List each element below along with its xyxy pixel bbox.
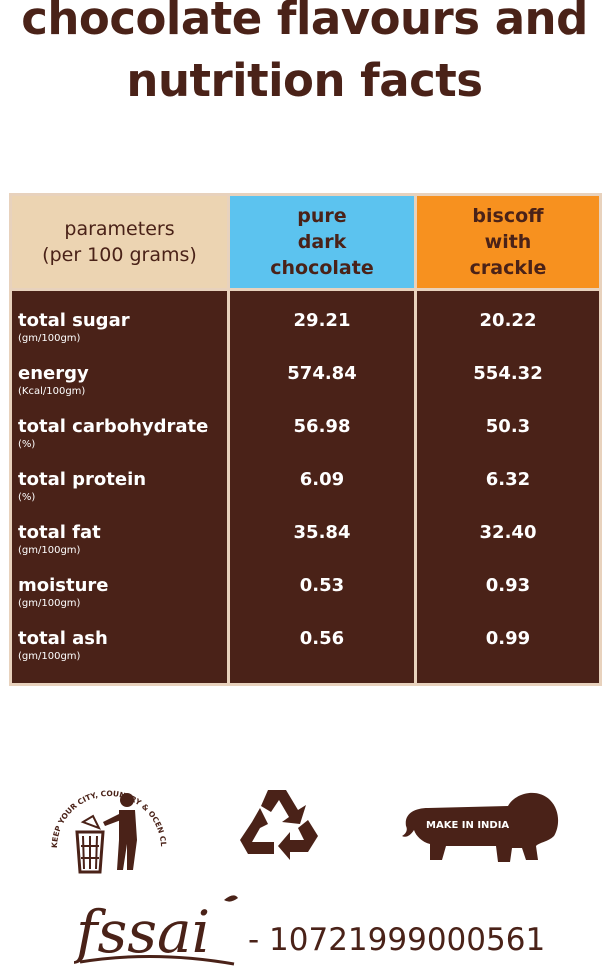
biscoff-value: 0.99	[485, 628, 531, 649]
table-row-value: 56.98	[230, 416, 414, 469]
biscoff-value: 20.22	[479, 310, 537, 331]
table-row-parameter: total ash (gm/100gm)	[12, 628, 227, 681]
svg-text:KEEP YOUR CITY, COUNTRY & OCEN: KEEP YOUR CITY, COUNTRY & OCEN CLEAN!	[45, 770, 168, 848]
table-row-parameter: total carbohydrate (%)	[12, 416, 227, 469]
parameter-name: total ash	[18, 628, 108, 649]
dark-chocolate-value: 35.84	[293, 522, 351, 543]
keep-clean-text: KEEP YOUR CITY, COUNTRY & OCEN CLEAN!	[45, 770, 168, 848]
table-row-value: 6.32	[417, 469, 599, 522]
parameter-name: energy	[18, 363, 89, 384]
biscoff-value: 0.93	[485, 575, 531, 596]
dark-chocolate-column: 29.21 574.84 56.98 6.09 35.84 0.53 0.56	[230, 291, 414, 683]
header-biscoff: biscoff with crackle	[417, 196, 599, 288]
biscoff-value: 554.32	[473, 363, 543, 384]
parameter-unit: (gm/100gm)	[18, 545, 81, 556]
table-row-value: 35.84	[230, 522, 414, 575]
table-row-parameter: total sugar (gm/100gm)	[12, 310, 227, 363]
header-dark-chocolate: pure dark chocolate	[230, 196, 414, 288]
biscoff-column: 20.22 554.32 50.3 6.32 32.40 0.93 0.99	[417, 291, 599, 683]
parameter-unit: (gm/100gm)	[18, 333, 81, 344]
dark-chocolate-value: 29.21	[293, 310, 351, 331]
nutrition-table: parameters (per 100 grams) pure dark cho…	[9, 193, 602, 686]
table-row-value: 50.3	[417, 416, 599, 469]
parameter-unit: (%)	[18, 492, 36, 503]
table-row-parameter: total fat (gm/100gm)	[12, 522, 227, 575]
keep-clean-icon: KEEP YOUR CITY, COUNTRY & OCEN CLEAN!	[45, 770, 168, 874]
header-biscoff-line-3: crackle	[469, 257, 547, 279]
biscoff-value: 6.32	[485, 469, 531, 490]
header-parameters-sub: (per 100 grams)	[42, 244, 197, 266]
parameter-unit: (gm/100gm)	[18, 598, 81, 609]
table-row-value: 574.84	[230, 363, 414, 416]
recycle-icon	[240, 790, 318, 860]
table-row-value: 0.56	[230, 628, 414, 681]
title-line-2: nutrition facts	[126, 54, 483, 107]
table-row-value: 554.32	[417, 363, 599, 416]
table-row-value: 29.21	[230, 310, 414, 363]
table-row-value: 32.40	[417, 522, 599, 575]
parameter-unit: (Kcal/100gm)	[18, 386, 86, 397]
header-biscoff-line-1: biscoff	[472, 205, 544, 227]
dark-chocolate-value: 0.53	[299, 575, 345, 596]
parameter-name: total sugar	[18, 310, 130, 331]
table-row-value: 0.93	[417, 575, 599, 628]
table-row-value: 0.99	[417, 628, 599, 681]
table-row-parameter: moisture (gm/100gm)	[12, 575, 227, 628]
table-row-value: 6.09	[230, 469, 414, 522]
make-in-india-lion-icon: MAKE IN INDIA	[402, 792, 559, 862]
parameter-name: total carbohydrate	[18, 416, 209, 437]
dark-chocolate-value: 574.84	[287, 363, 357, 384]
table-row-parameter: energy (Kcal/100gm)	[12, 363, 227, 416]
header-parameters-label: parameters	[64, 218, 175, 240]
page-title: chocolate flavours and nutrition facts	[0, 0, 609, 112]
header-dark-line-2: dark	[297, 231, 347, 253]
parameter-name: moisture	[18, 575, 109, 596]
fssai-logo: fssai	[74, 895, 238, 966]
badges-row: KEEP YOUR CITY, COUNTRY & OCEN CLEAN! MA…	[0, 770, 609, 880]
header-parameters: parameters (per 100 grams)	[12, 196, 227, 288]
parameter-name: total fat	[18, 522, 101, 543]
parameter-name: total protein	[18, 469, 147, 490]
parameter-unit: (%)	[18, 439, 36, 450]
header-dark-line-1: pure	[297, 205, 347, 227]
header-biscoff-line-2: with	[484, 231, 532, 253]
fssai-row: fssai - 10721999000561	[0, 888, 609, 972]
biscoff-value: 50.3	[485, 416, 531, 437]
dark-chocolate-value: 0.56	[299, 628, 345, 649]
parameters-column: total sugar (gm/100gm) energy (Kcal/100gm) t…	[12, 291, 227, 683]
table-row-value: 0.53	[230, 575, 414, 628]
dark-chocolate-value: 56.98	[293, 416, 351, 437]
biscoff-value: 32.40	[479, 522, 537, 543]
fssai-logo-text: fssai	[74, 898, 210, 966]
parameter-unit: (gm/100gm)	[18, 651, 81, 662]
fssai-license-number: - 10721999000561	[248, 922, 546, 958]
make-in-india-text: MAKE IN INDIA	[426, 820, 509, 831]
title-line-1: chocolate flavours and	[21, 0, 588, 45]
table-row-parameter: total protein (%)	[12, 469, 227, 522]
dark-chocolate-value: 6.09	[299, 469, 345, 490]
header-dark-line-3: chocolate	[270, 257, 374, 279]
table-row-value: 20.22	[417, 310, 599, 363]
